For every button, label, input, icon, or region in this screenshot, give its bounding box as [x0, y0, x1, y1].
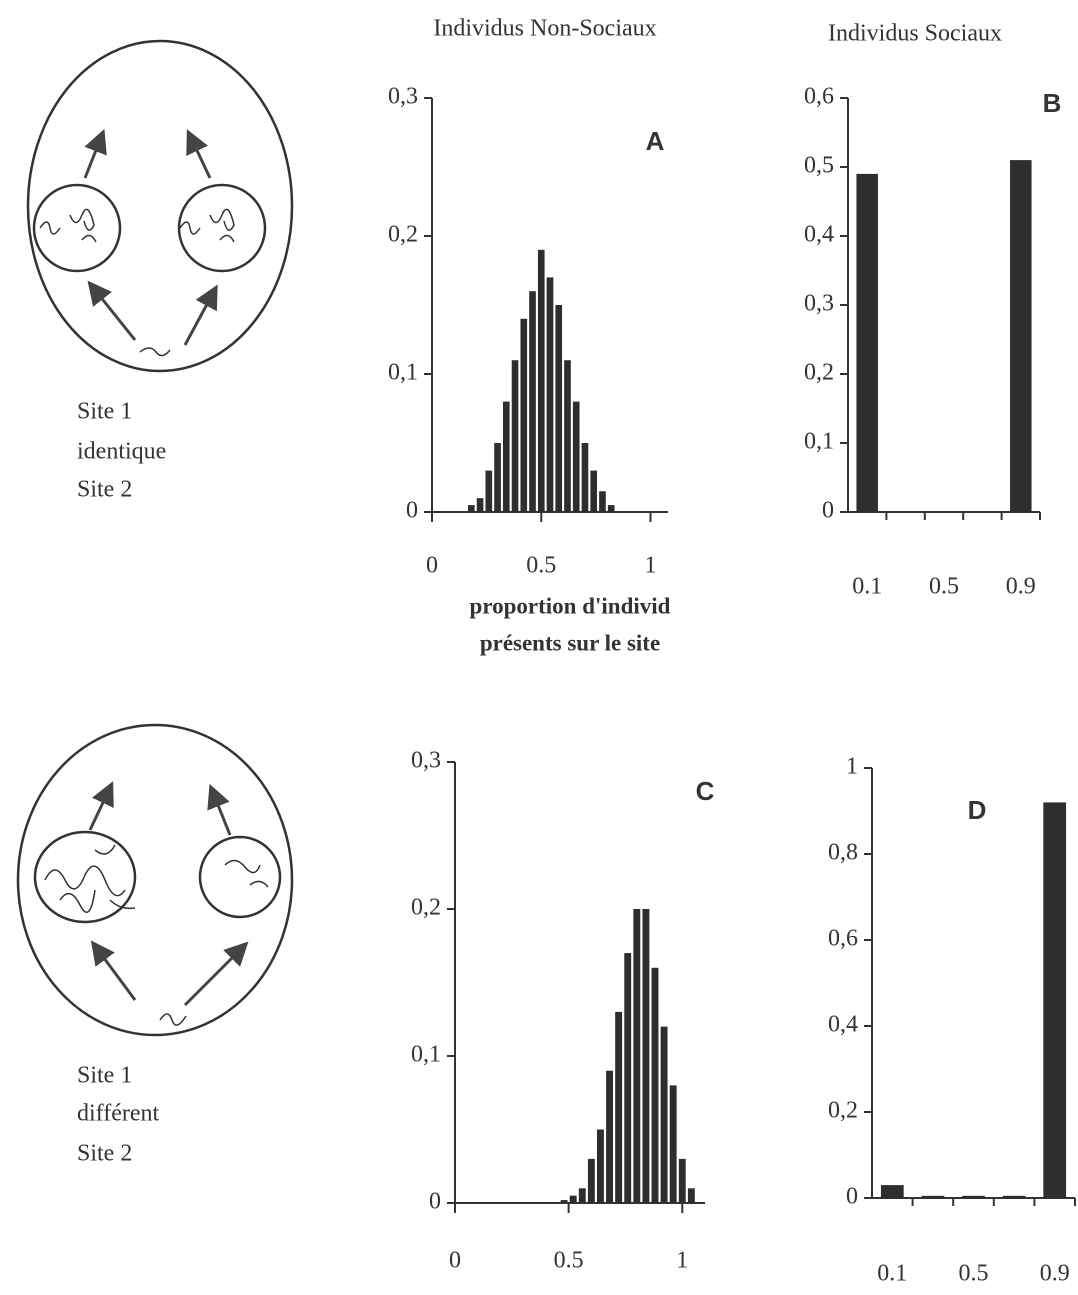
bar: [624, 953, 632, 1203]
y-tick-label: 0,1: [411, 1042, 441, 1068]
diagram: Site 1 identique Site 2: [26, 39, 294, 503]
bar: [642, 909, 650, 1203]
x-tick-label: 0.9: [1040, 1261, 1070, 1287]
diagram-label: différent: [77, 1101, 160, 1127]
bar: [599, 491, 606, 512]
x-tick-label: 1: [645, 553, 657, 579]
diagram-label: identique: [77, 439, 166, 465]
bar: [546, 277, 554, 512]
annotation: D: [968, 795, 987, 825]
y-tick-label: 0: [822, 498, 834, 524]
x-tick-label: 0.5: [526, 553, 556, 579]
y-tick-label: 0,2: [804, 360, 834, 386]
bar: [581, 443, 589, 512]
bar: [962, 1195, 985, 1198]
diagram-label: Site 1: [77, 1063, 132, 1089]
bar: [606, 1070, 613, 1203]
bar: [921, 1195, 945, 1198]
y-tick-label: 0,3: [804, 291, 834, 317]
bar: [587, 1158, 595, 1203]
y-tick-label: 1: [846, 754, 858, 780]
diagram-label: Site 1: [77, 399, 132, 425]
diagram: Site 1 différent Site 2: [16, 723, 294, 1167]
bar: [529, 291, 536, 512]
bar: [560, 1200, 568, 1203]
bar: [651, 967, 659, 1203]
bar: [597, 1129, 604, 1203]
x-tick-label: 0: [449, 1248, 461, 1274]
x-tick-label: 0.9: [1006, 574, 1036, 600]
diagram-label: Site 2: [77, 477, 132, 503]
bar: [572, 401, 580, 512]
bar: [1043, 802, 1067, 1198]
column-title: Individus Sociaux: [828, 21, 1002, 47]
bar: [687, 1188, 695, 1203]
column-title: Individus Non-Sociaux: [433, 16, 656, 42]
y-tick-label: 0,2: [388, 222, 418, 248]
x-tick-label: 0: [426, 553, 438, 579]
bar: [520, 318, 528, 512]
y-tick-label: 0,5: [804, 153, 834, 179]
x-tick-label: 0.1: [852, 574, 882, 600]
y-tick-label: 0: [406, 498, 418, 524]
bar: [1002, 1195, 1026, 1198]
y-tick-label: 0,2: [411, 895, 441, 921]
x-tick-label: 0.5: [959, 1261, 989, 1287]
y-tick-label: 0,6: [804, 84, 834, 110]
bar: [578, 1188, 586, 1203]
bar: [669, 1085, 677, 1203]
bar: [678, 1158, 686, 1203]
bar: [476, 498, 484, 512]
x-axis-label: présents sur le site: [480, 630, 660, 655]
annotation: A: [646, 126, 665, 156]
y-tick-label: 0: [429, 1189, 441, 1215]
y-tick-label: 0,1: [388, 360, 418, 386]
x-tick-label: 0.5: [554, 1248, 584, 1274]
y-tick-label: 0,1: [804, 429, 834, 455]
bar: [633, 909, 641, 1203]
annotation: B: [1043, 88, 1062, 118]
y-tick-label: 0,8: [828, 840, 858, 866]
bar: [880, 1185, 904, 1198]
bar: [564, 360, 571, 512]
x-tick-label: 1: [676, 1248, 688, 1274]
bar: [555, 305, 563, 512]
y-tick-label: 0: [846, 1184, 858, 1210]
x-tick-label: 0.1: [877, 1261, 907, 1287]
annotation: C: [696, 776, 715, 806]
y-tick-label: 0,3: [388, 84, 418, 110]
diagram-label: Site 2: [77, 1141, 132, 1167]
bar: [468, 505, 475, 512]
bar: [494, 443, 501, 512]
bar: [485, 470, 493, 512]
bar: [1010, 160, 1032, 512]
y-tick-label: 0,4: [804, 222, 834, 248]
y-tick-label: 0,3: [411, 748, 441, 774]
y-tick-label: 0,4: [828, 1012, 858, 1038]
bar: [502, 401, 510, 512]
y-tick-label: 0,2: [828, 1098, 858, 1124]
y-tick-label: 0,6: [828, 926, 858, 952]
bar: [537, 249, 545, 513]
x-tick-label: 0.5: [929, 574, 959, 600]
bar: [660, 1026, 668, 1203]
bar: [511, 360, 519, 512]
bar: [569, 1195, 577, 1203]
bar: [607, 505, 615, 512]
x-axis-label: proportion d'individ: [470, 593, 671, 618]
bar: [615, 1011, 623, 1203]
bar: [856, 173, 878, 512]
bar: [590, 470, 598, 512]
